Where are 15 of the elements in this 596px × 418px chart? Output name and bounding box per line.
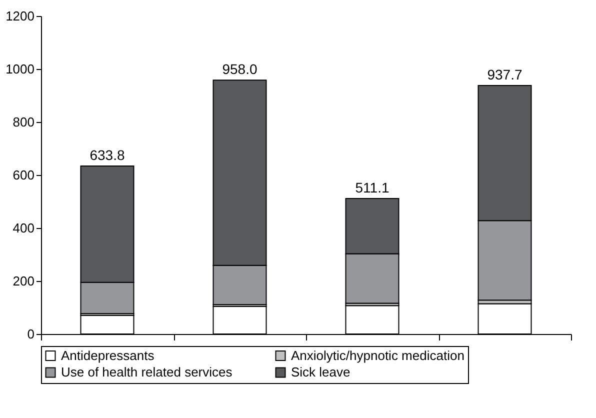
y-tick-label: 0: [27, 326, 34, 342]
legend-label: Anxiolytic/hypnotic medication: [291, 348, 464, 363]
legend-label: Use of health related services: [61, 364, 233, 380]
y-tick-label: 800: [12, 114, 34, 130]
total-label: 937.7: [487, 66, 522, 83]
y-tick-label: 200: [12, 274, 34, 288]
y-tick-label: 1000: [6, 62, 34, 76]
legend-label: Sick leave: [291, 364, 350, 380]
total-label: 633.8: [90, 147, 125, 164]
total-label: 958.0: [222, 61, 258, 78]
y-tick-label: 600: [12, 168, 34, 182]
y-tick-label: 1200: [6, 8, 34, 24]
y-tick-label: 400: [12, 220, 34, 236]
legend-label: Antidepressants: [61, 348, 155, 363]
total-label: 511.1: [355, 180, 390, 196]
